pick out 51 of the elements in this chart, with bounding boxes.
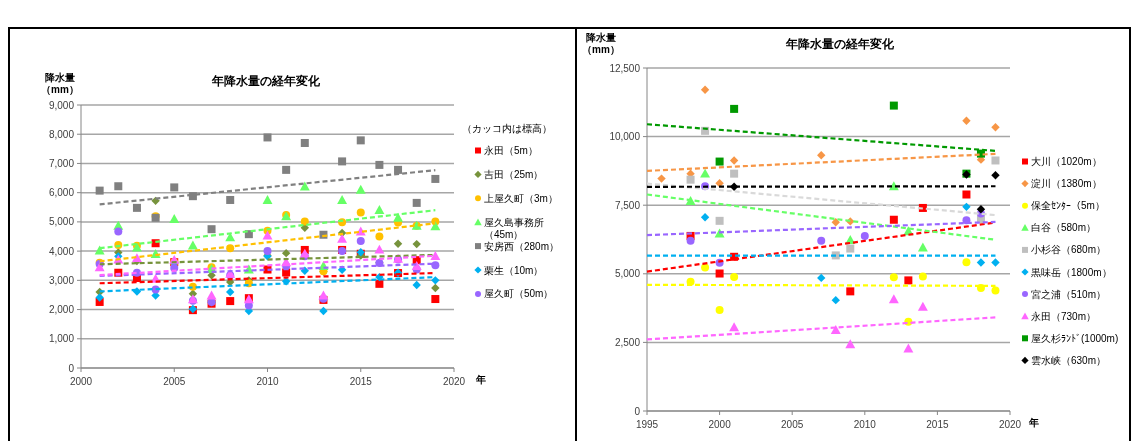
legend-label: 永田（5m） bbox=[484, 145, 538, 156]
chart-title: 年降水量の経年変化 bbox=[211, 74, 321, 88]
x-tick-label: 2010 bbox=[256, 376, 280, 387]
y-tick-label: 2,500 bbox=[614, 336, 641, 348]
legend-label: 屋久町（50m） bbox=[484, 288, 554, 300]
y-tick-label: 5,000 bbox=[614, 268, 641, 280]
legend-label: 屋久杉ﾗﾝﾄﾞ(1000m) bbox=[1031, 332, 1119, 344]
legend-label: 小杉谷（680m） bbox=[1031, 244, 1107, 256]
x-tick-label: 2015 bbox=[349, 376, 373, 387]
y-tick-label: 7,000 bbox=[48, 157, 75, 169]
legend-label: 栗生（10m） bbox=[484, 264, 544, 276]
legend-label: 永田（730m） bbox=[1031, 310, 1097, 322]
y-axis-title: 降水量（mm） bbox=[582, 32, 620, 55]
y-tick-label: 12,500 bbox=[609, 62, 641, 74]
legend-label: 吉田（25m） bbox=[484, 168, 544, 180]
x-tick-label: 2000 bbox=[69, 376, 93, 387]
y-tick-label: 7,500 bbox=[614, 199, 641, 211]
x-tick-label: 2005 bbox=[781, 419, 804, 430]
y-tick-label: 4,000 bbox=[48, 245, 75, 257]
y-tick-label: 10,000 bbox=[609, 131, 641, 143]
y-tick-label: 0 bbox=[68, 362, 75, 374]
y-tick-label: 5,000 bbox=[48, 216, 75, 228]
legend-label: 安房西（280m） bbox=[484, 240, 560, 252]
x-axis-title: 年 bbox=[1028, 417, 1039, 428]
x-tick-label: 2000 bbox=[708, 419, 732, 430]
legend-label: 宮之浦（510m） bbox=[1031, 288, 1107, 300]
y-tick-label: 6,000 bbox=[48, 187, 75, 199]
y-tick-label: 3,000 bbox=[48, 274, 75, 286]
x-tick-label: 2010 bbox=[853, 419, 877, 430]
chart-title: 年降水量の経年変化 bbox=[785, 37, 895, 51]
legend-label: 白谷（580m） bbox=[1031, 222, 1097, 234]
legend-label: 黒味岳（1800m） bbox=[1031, 266, 1112, 278]
x-tick-label: 1995 bbox=[635, 419, 659, 430]
y-tick-label: 0 bbox=[634, 405, 641, 417]
y-tick-label: 8,000 bbox=[48, 128, 75, 140]
legend-label: 上屋久町（3m） bbox=[484, 192, 558, 204]
legend-label: 淀川（1380m） bbox=[1031, 178, 1102, 190]
y-tick-label: 1,000 bbox=[48, 333, 75, 345]
legend-label: 屋久島事務所（45m） bbox=[484, 216, 544, 240]
legend-title: （カッコ内は標高） bbox=[462, 123, 552, 134]
y-tick-label: 9,000 bbox=[48, 99, 75, 111]
y-tick-label: 2,000 bbox=[48, 304, 75, 316]
x-tick-label: 2020 bbox=[442, 376, 466, 387]
legend-label: 保全ｾﾝﾀｰ（5m） bbox=[1031, 200, 1105, 212]
legend-label: 雲水峡（630m） bbox=[1031, 354, 1107, 366]
x-tick-label: 2015 bbox=[926, 419, 949, 430]
y-axis-title: 降水量（mm） bbox=[41, 72, 79, 95]
x-tick-label: 2005 bbox=[163, 376, 186, 387]
x-tick-label: 2020 bbox=[998, 419, 1022, 430]
x-axis-title: 年 bbox=[475, 374, 486, 385]
legend-label: 大川（1020m） bbox=[1031, 156, 1102, 167]
